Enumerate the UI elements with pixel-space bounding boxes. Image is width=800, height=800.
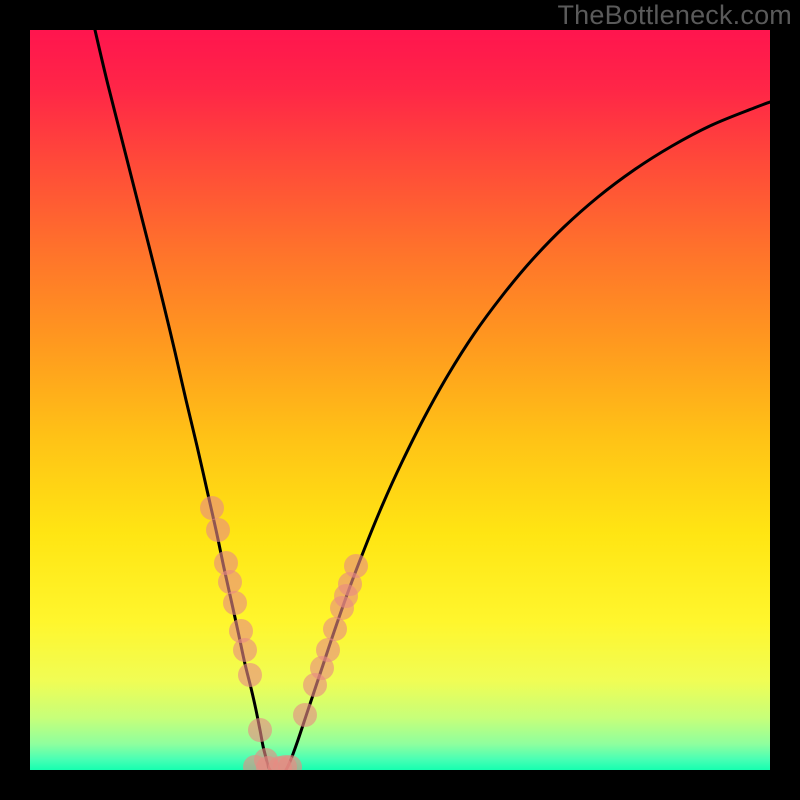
plot-svg bbox=[30, 30, 770, 770]
marker-dot bbox=[218, 570, 242, 594]
marker-dot bbox=[200, 496, 224, 520]
marker-dot bbox=[238, 663, 262, 687]
marker-dot bbox=[293, 703, 317, 727]
marker-dot bbox=[223, 591, 247, 615]
marker-dot bbox=[316, 638, 340, 662]
marker-dot bbox=[206, 518, 230, 542]
marker-dot bbox=[248, 718, 272, 742]
plot-area bbox=[30, 30, 770, 770]
marker-dot bbox=[323, 617, 347, 641]
marker-dot bbox=[344, 554, 368, 578]
marker-dot bbox=[233, 638, 257, 662]
bottleneck-gradient-chart: TheBottleneck.com bbox=[0, 0, 800, 800]
bottom-markers bbox=[243, 755, 302, 770]
watermark-text: TheBottleneck.com bbox=[557, 0, 792, 31]
gradient-background bbox=[30, 30, 770, 770]
